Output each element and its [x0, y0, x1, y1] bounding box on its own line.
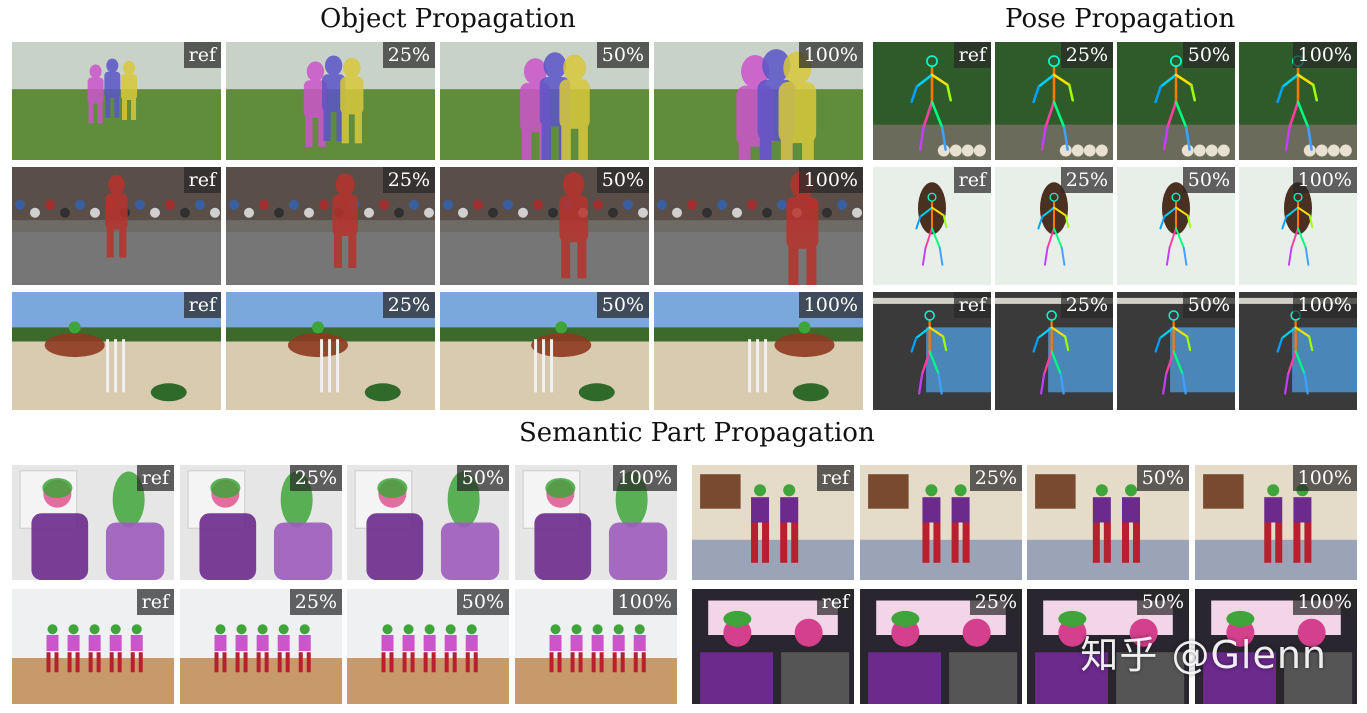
progress-badge: 50% — [1182, 167, 1235, 193]
progress-badge: 25% — [289, 465, 342, 491]
pose-propagation-title: Pose Propagation — [1005, 4, 1236, 34]
frame-dance-studio-3: 100% — [515, 589, 677, 704]
frame-image — [860, 465, 1022, 580]
frame-interview-2: 50% — [347, 465, 509, 580]
progress-badge: 100% — [798, 292, 863, 318]
progress-badge: 100% — [1292, 292, 1357, 318]
progress-badge: 25% — [1060, 42, 1113, 68]
frame-climber-0: ref — [873, 292, 991, 410]
frame-dance-studio-2: 50% — [347, 589, 509, 704]
progress-badge: 25% — [382, 167, 435, 193]
frame-dance-studio-0: ref — [12, 589, 174, 704]
frame-image — [692, 589, 854, 704]
progress-badge: 50% — [456, 465, 509, 491]
frame-hair-girl-0: ref — [873, 167, 991, 285]
frame-hair-girl-3: 100% — [1239, 167, 1357, 285]
frame-golfer-1: 25% — [995, 42, 1113, 160]
progress-badge: 25% — [969, 589, 1022, 615]
progress-badge: 25% — [969, 465, 1022, 491]
frame-image — [12, 589, 174, 704]
progress-badge: ref — [183, 292, 221, 318]
frame-car-interior-1: 25% — [860, 589, 1022, 704]
watermark: 知乎 @Glenn — [1080, 633, 1327, 677]
frame-car-interior-2: 50% — [1027, 589, 1189, 704]
progress-badge: 100% — [612, 465, 677, 491]
frame-horse-jump-1: 25% — [226, 292, 435, 410]
progress-badge: 100% — [1292, 589, 1357, 615]
frame-field-walkers-1: 25% — [226, 42, 435, 160]
progress-badge: 50% — [1136, 589, 1189, 615]
progress-badge: 100% — [1292, 167, 1357, 193]
progress-badge: 100% — [798, 167, 863, 193]
frame-image — [226, 292, 435, 410]
frame-interview-1: 25% — [180, 465, 342, 580]
object-propagation-title: Object Propagation — [320, 4, 576, 34]
progress-badge: 50% — [596, 42, 649, 68]
frame-crowd-dancer-0: ref — [12, 167, 221, 285]
frame-interview-3: 100% — [515, 465, 677, 580]
progress-badge: 100% — [1292, 465, 1357, 491]
frame-field-walkers-3: 100% — [654, 42, 863, 160]
frame-crowd-dancer-1: 25% — [226, 167, 435, 285]
frame-horse-jump-2: 50% — [440, 292, 649, 410]
frame-car-interior-3: 100% — [1195, 589, 1357, 704]
frame-image — [995, 42, 1113, 160]
progress-badge: ref — [183, 167, 221, 193]
progress-badge: 50% — [596, 167, 649, 193]
frame-hair-girl-1: 25% — [995, 167, 1113, 285]
progress-badge: 25% — [382, 292, 435, 318]
progress-badge: ref — [136, 589, 174, 615]
frame-horse-jump-0: ref — [12, 292, 221, 410]
progress-badge: 50% — [596, 292, 649, 318]
frame-image — [692, 465, 854, 580]
progress-badge: ref — [816, 465, 854, 491]
frame-image — [1027, 465, 1189, 580]
frame-image — [347, 465, 509, 580]
frame-dance-studio-1: 25% — [180, 589, 342, 704]
frame-image — [440, 292, 649, 410]
progress-badge: 50% — [1136, 465, 1189, 491]
progress-badge: ref — [953, 167, 991, 193]
frame-hall-dancers-0: ref — [692, 465, 854, 580]
progress-badge: 100% — [798, 42, 863, 68]
frame-image — [180, 589, 342, 704]
semantic-part-propagation-title: Semantic Part Propagation — [519, 418, 875, 448]
frame-field-walkers-0: ref — [12, 42, 221, 160]
frame-hair-girl-2: 50% — [1117, 167, 1235, 285]
frame-hall-dancers-2: 50% — [1027, 465, 1189, 580]
frame-climber-1: 25% — [995, 292, 1113, 410]
progress-badge: 25% — [1060, 292, 1113, 318]
progress-badge: ref — [816, 589, 854, 615]
frame-hall-dancers-3: 100% — [1195, 465, 1357, 580]
frame-golfer-0: ref — [873, 42, 991, 160]
progress-badge: 25% — [382, 42, 435, 68]
progress-badge: ref — [953, 42, 991, 68]
frame-field-walkers-2: 50% — [440, 42, 649, 160]
frame-golfer-3: 100% — [1239, 42, 1357, 160]
progress-badge: ref — [136, 465, 174, 491]
progress-badge: 25% — [289, 589, 342, 615]
frame-crowd-dancer-2: 50% — [440, 167, 649, 285]
frame-interview-0: ref — [12, 465, 174, 580]
progress-badge: ref — [953, 292, 991, 318]
frame-climber-2: 50% — [1117, 292, 1235, 410]
progress-badge: 50% — [1182, 292, 1235, 318]
progress-badge: ref — [183, 42, 221, 68]
frame-horse-jump-3: 100% — [654, 292, 863, 410]
frame-car-interior-0: ref — [692, 589, 854, 704]
frame-image — [12, 465, 174, 580]
frame-climber-3: 100% — [1239, 292, 1357, 410]
frame-hall-dancers-1: 25% — [860, 465, 1022, 580]
progress-badge: 100% — [612, 589, 677, 615]
frame-image — [1195, 465, 1357, 580]
frame-crowd-dancer-3: 100% — [654, 167, 863, 285]
progress-badge: 50% — [456, 589, 509, 615]
frame-golfer-2: 50% — [1117, 42, 1235, 160]
progress-badge: 100% — [1292, 42, 1357, 68]
progress-badge: 25% — [1060, 167, 1113, 193]
progress-badge: 50% — [1182, 42, 1235, 68]
